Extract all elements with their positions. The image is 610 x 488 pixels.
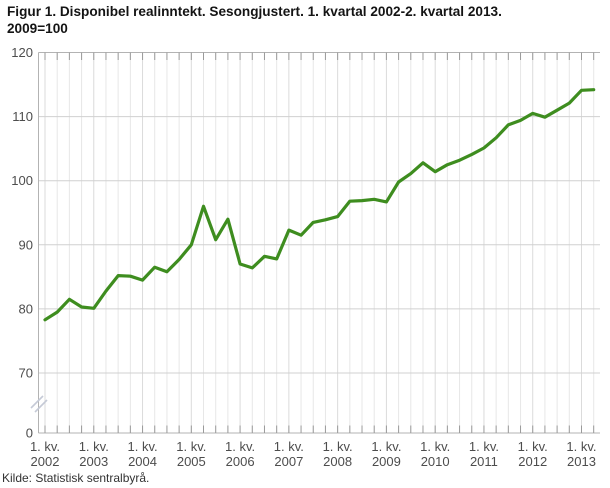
x-axis-label-year: 2008 xyxy=(323,454,352,469)
x-axis-label-quarter: 1. kv. xyxy=(420,439,450,454)
x-axis-label-year: 2006 xyxy=(226,454,255,469)
x-axis-label-quarter: 1. kv. xyxy=(176,439,206,454)
x-axis-label-year: 2013 xyxy=(567,454,596,469)
x-axis-label-quarter: 1. kv. xyxy=(518,439,548,454)
x-axis-label-quarter: 1. kv. xyxy=(30,439,60,454)
x-axis-label-year: 2007 xyxy=(274,454,303,469)
y-axis-label: 80 xyxy=(19,301,33,316)
x-axis-label-quarter: 1. kv. xyxy=(225,439,255,454)
x-axis-label-quarter: 1. kv. xyxy=(79,439,109,454)
data-line xyxy=(43,88,596,322)
axis-break-mark xyxy=(30,395,44,409)
x-axis-label-year: 2012 xyxy=(518,454,547,469)
y-axis-label: 120 xyxy=(11,45,33,60)
chart-title-line2: 2009=100 xyxy=(7,21,68,36)
x-axis-label-year: 2010 xyxy=(421,454,450,469)
x-axis-label-year: 2002 xyxy=(31,454,60,469)
source-note: Kilde: Statistisk sentralbyrå. xyxy=(2,471,150,485)
y-axis-label: 0 xyxy=(26,426,33,441)
x-axis-label-quarter: 1. kv. xyxy=(323,439,353,454)
y-axis-label: 100 xyxy=(11,173,33,188)
y-axis-label: 70 xyxy=(19,366,33,381)
y-axis-label: 90 xyxy=(19,237,33,252)
x-axis-label-year: 2011 xyxy=(470,454,498,469)
y-axis-label: 110 xyxy=(12,109,33,124)
x-axis-label-year: 2004 xyxy=(128,454,157,469)
chart-title: Figur 1. Disponibel realinntekt. Sesongj… xyxy=(7,3,605,37)
x-axis-label-year: 2009 xyxy=(372,454,401,469)
x-axis-label-quarter: 1. kv. xyxy=(371,439,401,454)
chart-title-line1: Figur 1. Disponibel realinntekt. Sesongj… xyxy=(7,4,502,19)
x-axis-label-quarter: 1. kv. xyxy=(469,439,499,454)
x-axis-label-quarter: 1. kv. xyxy=(127,439,157,454)
axis-break-mark xyxy=(34,399,48,413)
x-axis-label-year: 2003 xyxy=(79,454,108,469)
x-axis-label-quarter: 1. kv. xyxy=(566,439,596,454)
x-axis-label-quarter: 1. kv. xyxy=(274,439,304,454)
x-axis-label-year: 2005 xyxy=(177,454,206,469)
